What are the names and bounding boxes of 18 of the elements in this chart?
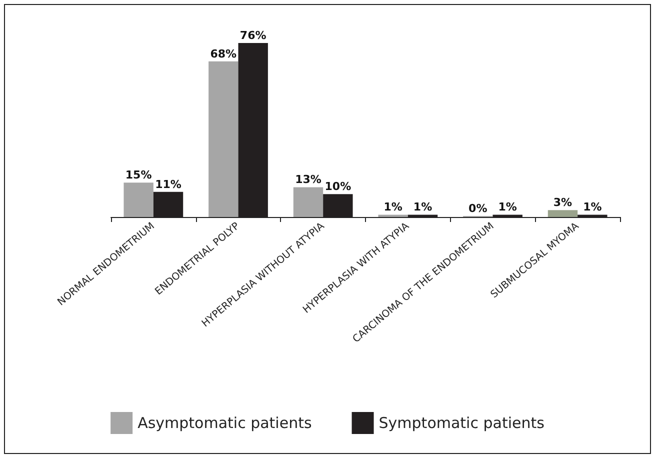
bar: [293, 187, 324, 217]
data-label: 0%: [468, 202, 488, 215]
data-label: 13%: [295, 173, 322, 186]
bar: [124, 182, 154, 217]
legend-label: Symptomatic patients: [378, 414, 545, 432]
data-label: 76%: [240, 29, 266, 42]
bar: [208, 61, 238, 217]
data-label: 3%: [553, 196, 572, 210]
data-label: 15%: [125, 168, 152, 182]
data-label: 68%: [210, 47, 237, 60]
data-label: 1%: [583, 200, 602, 214]
data-label: 1%: [498, 200, 517, 214]
data-label: 10%: [324, 180, 352, 194]
data-label: 11%: [155, 178, 182, 191]
data-label: 1%: [384, 200, 402, 214]
data-label: 1%: [413, 200, 432, 214]
legend-label: Asymptomatic patients: [138, 414, 312, 432]
bar: [548, 210, 578, 217]
